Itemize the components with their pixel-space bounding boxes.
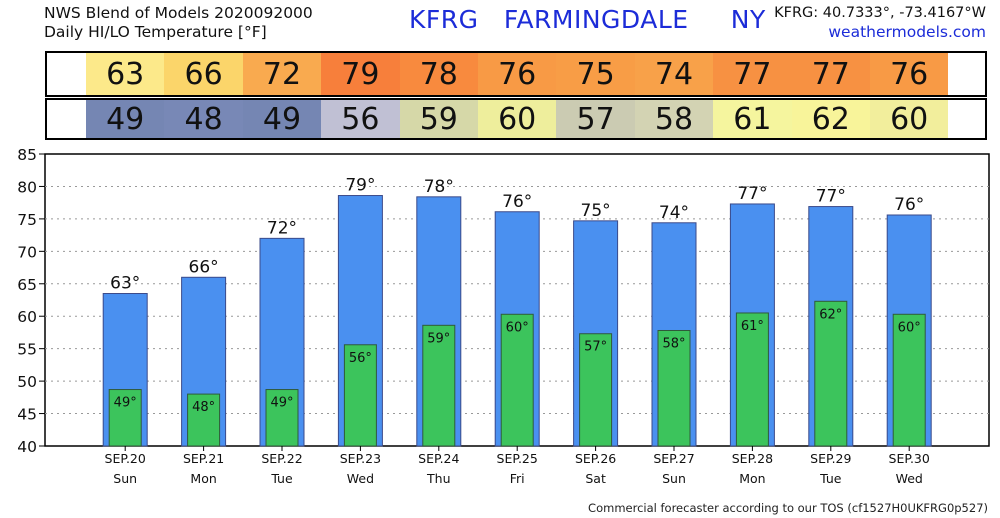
x-tick-label-day: Wed [896,471,923,486]
low-temp-label: 61° [741,319,764,334]
header-left: NWS Blend of Models 2020092000 Daily HI/… [44,4,313,42]
y-tick-label: 50 [17,373,37,391]
y-tick-label: 75 [17,211,37,229]
x-tick-label-day: Sat [585,471,606,486]
high-temp-cell: 66 [164,53,243,95]
high-temp-cell: 75 [556,53,635,95]
high-temp-label: 76° [502,192,532,212]
high-temp-label: 79° [345,176,375,196]
low-temp-label: 60° [506,320,529,335]
x-tick-label-day: Wed [347,471,374,486]
low-temp-label: 56° [349,351,372,366]
high-temp-label: 66° [189,257,219,277]
x-tick-label-date: SEP.22 [261,451,302,466]
high-temp-cell: 72 [242,53,322,95]
low-temp-label: 57° [584,340,607,355]
low-temp-bar [579,333,613,447]
x-tick-label-day: Tue [819,471,842,486]
low-temperature-band: 49 48 49 56 59 60 57 58 61 62 60 [45,98,987,140]
y-tick-label: 65 [17,276,37,294]
site-link[interactable]: weathermodels.com [828,23,986,41]
low-temp-cell: 59 [399,100,478,138]
high-temp-cell: 78 [399,53,478,95]
x-tick-label-day: Sun [113,471,137,486]
high-temp-cell: 76 [478,53,557,95]
low-temp-label: 62° [819,307,842,322]
low-temp-cell: 56 [321,100,400,138]
low-temp-cell: 48 [164,100,243,138]
x-tick-label-day: Mon [739,471,765,486]
high-temperature-band: 63 66 72 79 78 76 75 74 77 77 76 [45,51,987,97]
high-temp-cell: 74 [634,53,714,95]
high-temp-cell: 63 [86,53,165,95]
high-temp-label: 77° [737,184,767,204]
high-temp-label: 76° [894,195,924,215]
x-tick-label-date: SEP.24 [418,451,459,466]
high-temp-label: 77° [816,187,846,207]
y-tick-label: 80 [17,178,37,196]
low-temp-cell: 60 [478,100,557,138]
low-temp-bar [500,313,534,447]
station-title: KFRG FARMINGDALE NY [409,5,766,34]
low-temp-label: 48° [192,400,215,415]
x-tick-label-date: SEP.29 [810,451,851,466]
y-tick-label: 55 [17,341,37,359]
footer-note: Commercial forecaster according to our T… [588,501,988,515]
y-tick-label: 85 [17,146,37,164]
x-tick-label-date: SEP.28 [732,451,773,466]
low-temp-cell: 60 [870,100,949,138]
low-temp-bar [814,300,848,447]
low-temp-label: 58° [662,336,685,351]
low-temp-bar [422,324,456,447]
high-temp-cell: 76 [870,53,949,95]
high-temp-cell: 77 [713,53,792,95]
high-temp-cell: 77 [791,53,870,95]
x-tick-label-date: SEP.25 [497,451,538,466]
x-tick-label-day: Fri [510,471,525,486]
x-tick-label-day: Mon [190,471,216,486]
y-tick-label: 45 [17,406,37,424]
model-title: NWS Blend of Models 2020092000 [44,4,313,22]
x-tick-label-day: Tue [270,471,293,486]
low-temp-cell: 61 [713,100,792,138]
low-temp-cell: 57 [556,100,635,138]
low-temp-cell: 49 [242,100,322,138]
y-tick-label: 40 [17,438,37,456]
y-tick-label: 70 [17,243,37,261]
high-temp-label: 74° [659,203,689,223]
high-temp-label: 78° [424,177,454,197]
x-tick-label-date: SEP.26 [575,451,616,466]
high-temp-label: 63° [110,274,140,294]
high-temp-label: 75° [581,201,611,221]
low-temp-bar [657,329,691,447]
x-tick-label-date: SEP.20 [105,451,146,466]
y-tick-label: 60 [17,308,37,326]
high-temp-cell: 79 [321,53,400,95]
low-temp-bar [265,389,299,447]
low-temp-label: 49° [270,396,293,411]
x-tick-label-date: SEP.30 [889,451,930,466]
low-temp-cell: 58 [634,100,714,138]
x-tick-label-day: Thu [426,471,450,486]
chart-subtitle: Daily HI/LO Temperature [°F] [44,23,267,41]
low-temp-cell: 62 [791,100,870,138]
x-tick-label-day: Sun [662,471,686,486]
x-tick-label-date: SEP.23 [340,451,381,466]
low-temp-bar [108,389,142,447]
low-temp-label: 59° [427,331,450,346]
low-temp-label: 60° [898,320,921,335]
high-temp-label: 72° [267,218,297,238]
low-temp-cell: 49 [86,100,165,138]
x-tick-label-date: SEP.21 [183,451,224,466]
header-right: KFRG: 40.7333°, -73.4167°W weathermodels… [774,4,986,42]
x-tick-label-date: SEP.27 [653,451,694,466]
low-temp-bar [735,312,769,447]
low-temp-label: 49° [114,396,137,411]
low-temp-bar [187,393,221,447]
station-coordinates: KFRG: 40.7333°, -73.4167°W [774,5,986,21]
